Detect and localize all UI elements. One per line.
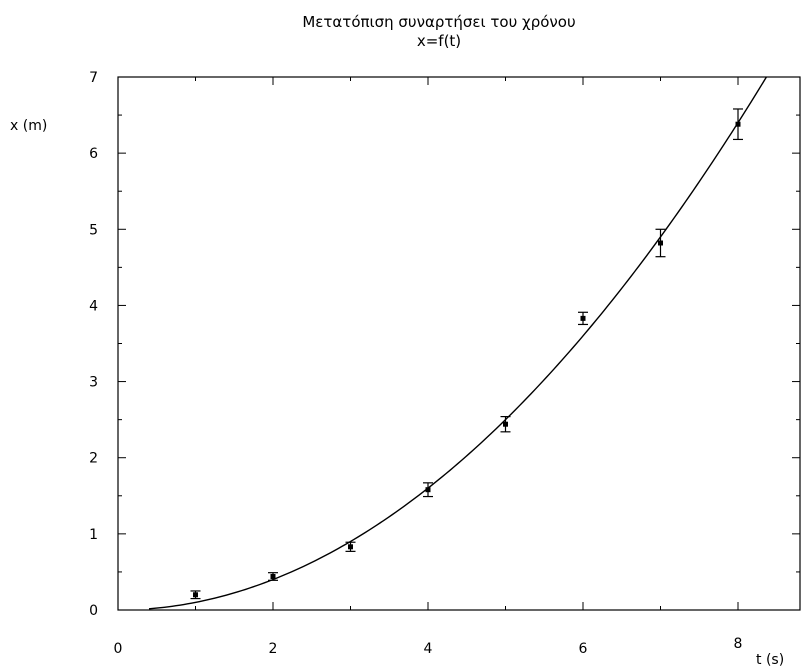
x-tick-label: 2 [269, 641, 278, 657]
point-marker [348, 544, 353, 550]
data-point [423, 482, 433, 498]
fit-curve [148, 76, 768, 610]
y-tick-label: 7 [89, 70, 98, 86]
x-tick-label: 8 [734, 636, 743, 652]
y-tick-label: 3 [89, 375, 98, 391]
point-marker [270, 573, 276, 579]
data-points [190, 108, 743, 600]
y-tick-label: 6 [89, 146, 98, 162]
x-tick-label: 0 [114, 641, 123, 657]
chart-subtitle: x=f(t) [417, 32, 461, 50]
point-marker [193, 592, 198, 598]
data-point [500, 415, 511, 433]
y-tick-label: 1 [89, 527, 98, 543]
y-tick-label: 0 [89, 603, 98, 619]
data-point [190, 590, 201, 600]
x-axis-label: t (s) [756, 652, 784, 668]
point-marker [503, 421, 508, 427]
y-tick-label: 5 [89, 222, 98, 238]
data-point [268, 572, 278, 581]
data-point [655, 228, 666, 258]
plot-frame [117, 76, 801, 611]
data-point [733, 108, 743, 141]
point-marker [658, 240, 663, 246]
data-point [345, 541, 356, 552]
point-marker [580, 315, 586, 321]
x-tick-label: 6 [579, 641, 588, 657]
x-tick-label: 4 [424, 641, 433, 657]
y-tick-label: 4 [89, 298, 98, 314]
axis-ticks [117, 76, 800, 611]
y-tick-label: 2 [89, 451, 98, 467]
point-marker [735, 121, 741, 127]
point-marker [425, 487, 431, 493]
tick-labels: 0 2 4 6 8 0 1 2 3 4 5 6 7 [89, 70, 742, 657]
data-point [578, 311, 588, 326]
y-axis-label: x (m) [10, 118, 47, 134]
chart-title: Μετατόπιση συναρτήσει του χρόνου [302, 13, 575, 31]
